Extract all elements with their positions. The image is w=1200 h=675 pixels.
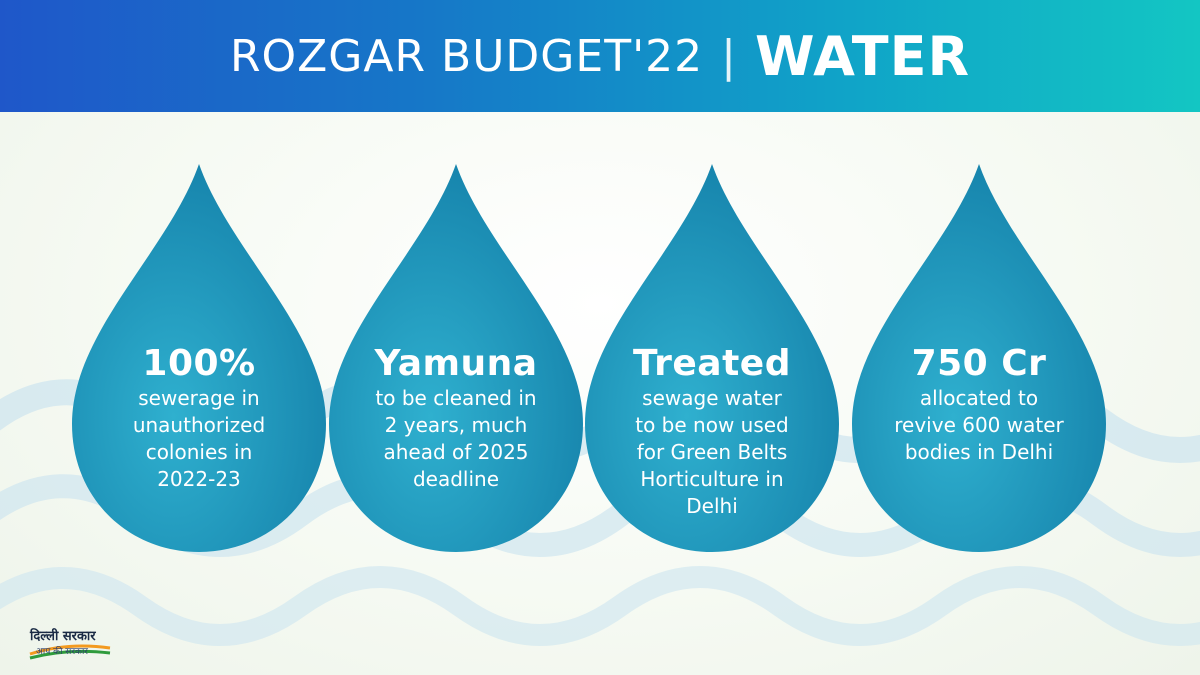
drop-headline: Yamuna	[374, 343, 538, 384]
drop-headline: Treated	[633, 343, 791, 384]
water-drop-yamuna: Yamuna to be cleaned in 2 years, much ah…	[327, 162, 585, 554]
header-title-right: WATER	[755, 24, 971, 88]
drop-line: revive 600 water	[894, 413, 1064, 437]
drop-line: colonies in	[145, 440, 253, 464]
drop-line: to be cleaned in	[375, 386, 537, 410]
wave-line-3	[0, 566, 1200, 646]
water-drop-sewerage: 100% sewerage in unauthorized colonies i…	[70, 162, 328, 554]
water-drop-water-bodies: 750 Cr allocated to revive 600 water bod…	[850, 162, 1108, 554]
drop-line: allocated to	[919, 386, 1039, 410]
drop-line: bodies in Delhi	[904, 440, 1054, 464]
drop-headline: 100%	[142, 343, 256, 384]
logo-name: दिल्ली सरकार	[30, 629, 96, 644]
drop-headline: 750 Cr	[911, 343, 1047, 384]
tricolor-stripe-icon	[29, 644, 111, 660]
drop-line: deadline	[412, 467, 500, 491]
drop-line: 2022-23	[157, 467, 241, 491]
drop-line: Delhi	[686, 494, 738, 518]
drop-line: sewerage in	[138, 386, 260, 410]
drop-line: to be now used	[635, 413, 789, 437]
header-title-left: ROZGAR BUDGET'22	[229, 30, 704, 82]
drop-line: Horticulture in	[640, 467, 784, 491]
drop-shape	[329, 164, 583, 552]
water-drop-treated: Treated sewage water to be now used for …	[583, 162, 841, 554]
drop-shape	[585, 164, 839, 552]
logo-tagline: आप की सरकार	[36, 647, 88, 657]
drop-shape	[852, 164, 1106, 552]
drop-shape	[72, 164, 326, 552]
header-banner: ROZGAR BUDGET'22 | WATER	[0, 0, 1200, 112]
drop-line: 2 years, much	[384, 413, 528, 437]
drop-line: sewage water	[642, 386, 782, 410]
drop-line: unauthorized	[132, 413, 266, 437]
drop-line: ahead of 2025	[383, 440, 529, 464]
delhi-govt-logo: दिल्ली सरकार आप की सरकार	[28, 626, 118, 662]
header-separator: |	[721, 30, 737, 82]
drop-line: for Green Belts	[636, 440, 788, 464]
